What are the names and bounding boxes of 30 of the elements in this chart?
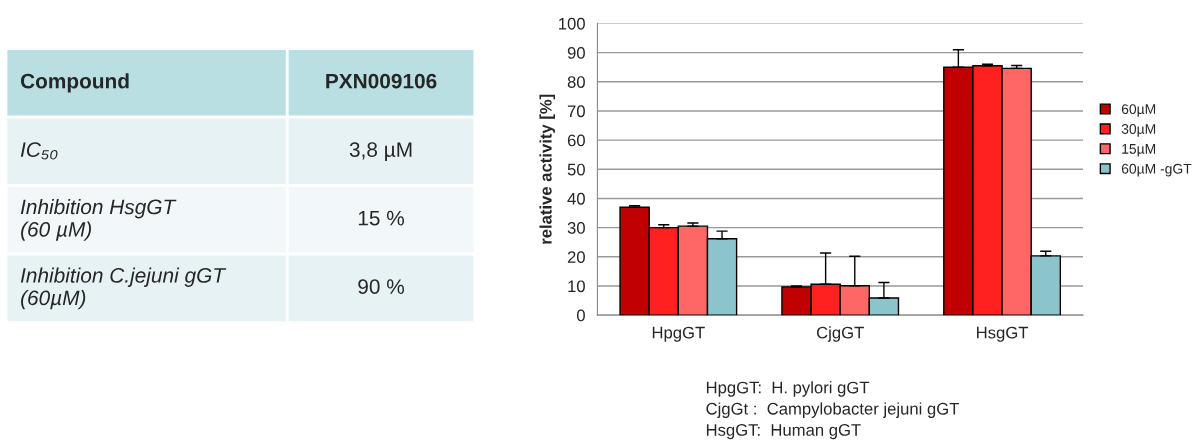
text: Inhibition HsgGT (60 µM): [20, 198, 177, 241]
y-tick-label: 30: [567, 222, 585, 234]
y-tick-label: 80: [567, 76, 585, 88]
x-tick-label: CjgGT: [816, 326, 864, 342]
text: 3,8 µM: [349, 142, 412, 162]
y-tick-label: 10: [568, 280, 585, 293]
legend-label: 30µM: [1121, 124, 1156, 137]
legend-label: 60µM -gGT: [1121, 163, 1192, 177]
text: PXN009106: [326, 73, 437, 89]
legend-label: 60µM: [1121, 104, 1156, 117]
y-tick-label: 40: [567, 192, 585, 205]
y-tick-label: 0: [576, 309, 585, 322]
text: 90 %: [358, 279, 405, 294]
text: Inhibition C.jejuni gGT (60µM): [20, 267, 227, 310]
text: CjgGt : Campylobacter jejuni gGT: [706, 402, 959, 418]
y-tick-label: 90: [567, 47, 585, 59]
text: HsgGT: Human gGT: [706, 424, 861, 440]
text: Compound: [20, 73, 129, 93]
text: 15 %: [358, 210, 405, 226]
y-tick-label: 60: [567, 134, 585, 147]
y-tick-label: 50: [567, 163, 585, 176]
x-tick-label: HsgGT: [977, 326, 1029, 342]
legend-label: 15µM: [1122, 144, 1156, 157]
text: HpgGT: H. pylori gGT: [706, 381, 870, 397]
y-tick-label: 20: [567, 251, 585, 264]
text: IC₅₀: [20, 142, 58, 160]
y-tick-label: 70: [567, 105, 585, 118]
y-tick-label: 100: [559, 17, 585, 30]
y-axis-title: relative activity [%]: [539, 94, 556, 244]
x-tick-label: HpgGT: [652, 326, 705, 342]
